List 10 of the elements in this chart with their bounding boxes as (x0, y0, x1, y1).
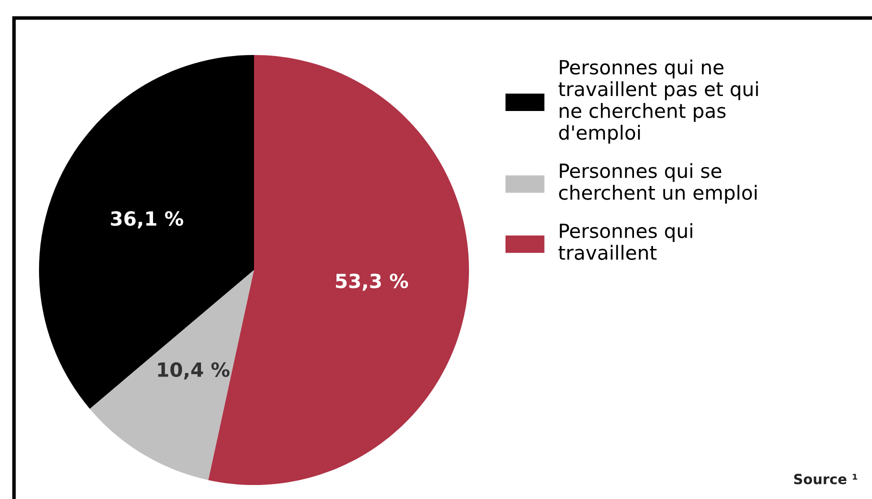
pie-slice (90, 270, 254, 480)
source-note: Source ¹ (794, 474, 858, 484)
data-label: 53,3 % (336, 274, 408, 291)
legend-label: Personnes qui ne travaillent pas et qui ne cherchent pas d'emploi (558, 60, 758, 144)
legend-label: Personnes qui travaillent (558, 223, 692, 260)
pie-slice (208, 55, 469, 485)
data-label: 36,1 % (110, 211, 184, 228)
pie-slice (39, 55, 254, 409)
legend-label: Personnes qui se cherchent un emploi (559, 163, 757, 204)
data-label: 10,4 % (158, 362, 230, 380)
